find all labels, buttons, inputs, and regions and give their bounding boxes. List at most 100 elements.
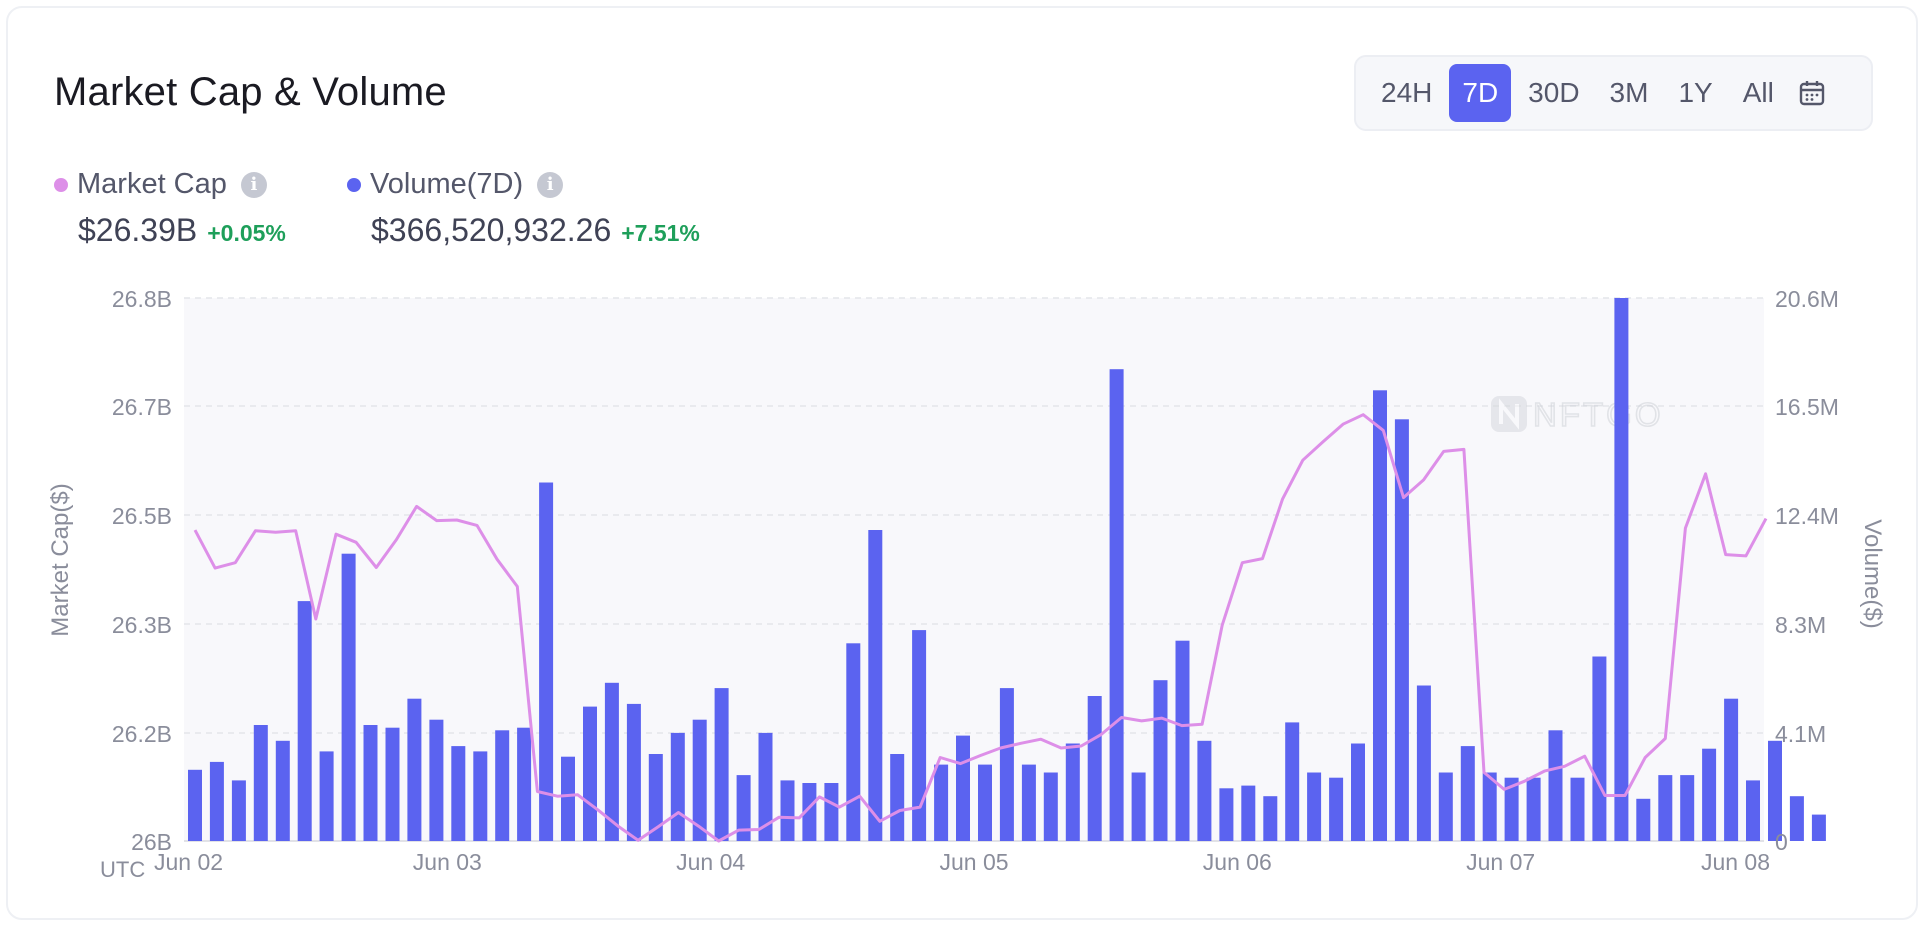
range-1y-button[interactable]: 1Y bbox=[1678, 77, 1713, 108]
range-7d-button[interactable]: 7D bbox=[1449, 64, 1512, 122]
volume-bar[interactable] bbox=[1329, 777, 1344, 841]
info-icon[interactable]: i bbox=[240, 171, 267, 198]
volume-bar[interactable] bbox=[1768, 740, 1782, 841]
volume-bar[interactable] bbox=[385, 727, 400, 841]
volume-bar[interactable] bbox=[1702, 748, 1717, 841]
volume-bar[interactable] bbox=[890, 754, 905, 841]
volume-bar[interactable] bbox=[1263, 796, 1278, 841]
volume-bar[interactable] bbox=[319, 751, 334, 841]
volume-bar[interactable] bbox=[253, 725, 268, 841]
range-all-button[interactable]: All bbox=[1742, 77, 1774, 108]
volume-bar[interactable] bbox=[1592, 656, 1607, 842]
volume-bar[interactable] bbox=[934, 764, 949, 841]
volume-bar[interactable] bbox=[758, 732, 773, 841]
volume-bar[interactable] bbox=[824, 783, 839, 841]
volume-bar[interactable] bbox=[341, 553, 356, 841]
volume-bar[interactable] bbox=[517, 727, 532, 841]
volume-bar[interactable] bbox=[473, 751, 488, 841]
volume-bar[interactable] bbox=[188, 769, 202, 841]
volume-bar[interactable] bbox=[1109, 369, 1124, 841]
volume-bar[interactable] bbox=[1438, 772, 1453, 842]
volume-bar[interactable] bbox=[1811, 814, 1826, 841]
volume-bar[interactable] bbox=[736, 775, 751, 841]
volume-bar[interactable] bbox=[956, 735, 970, 841]
volume-bar[interactable] bbox=[1614, 298, 1629, 841]
volume-bar[interactable] bbox=[1351, 743, 1365, 842]
range-30d-button[interactable]: 30D bbox=[1528, 77, 1580, 108]
volume-bar[interactable] bbox=[1394, 419, 1409, 841]
volume-bar[interactable] bbox=[297, 601, 312, 841]
market-cap-dot bbox=[54, 177, 68, 192]
volume-bar[interactable] bbox=[1789, 796, 1804, 841]
volume-bar[interactable] bbox=[363, 725, 378, 841]
volume-bar[interactable] bbox=[978, 764, 992, 841]
volume-bar[interactable] bbox=[495, 730, 510, 841]
x-tick-label: Jun 06 bbox=[1203, 849, 1272, 875]
volume-bar[interactable] bbox=[802, 783, 817, 841]
volume-bar[interactable] bbox=[1636, 798, 1651, 841]
market-cap-line bbox=[193, 413, 1768, 843]
x-tick-label: Jun 02 bbox=[154, 849, 223, 875]
volume-bar[interactable] bbox=[451, 746, 466, 841]
volume-bar[interactable] bbox=[1548, 730, 1563, 841]
volume-bar[interactable] bbox=[1460, 746, 1475, 841]
volume-bar[interactable] bbox=[1175, 640, 1190, 841]
x-tick-label: Jun 07 bbox=[1466, 849, 1535, 875]
volume-bar[interactable] bbox=[1087, 696, 1102, 841]
volume-bar[interactable] bbox=[1219, 788, 1234, 841]
volume-bar[interactable] bbox=[429, 719, 444, 841]
volume-bar[interactable] bbox=[1680, 775, 1695, 841]
volume-bar[interactable] bbox=[670, 732, 685, 841]
volume-bar[interactable] bbox=[999, 688, 1014, 841]
volume-bar[interactable] bbox=[1241, 785, 1256, 841]
volume-bar[interactable] bbox=[1373, 390, 1387, 841]
volume-bar[interactable] bbox=[648, 754, 663, 841]
volume-bar[interactable] bbox=[912, 630, 927, 841]
volume-bar[interactable] bbox=[604, 682, 619, 841]
volume-bar[interactable] bbox=[1658, 775, 1673, 841]
volume-bar[interactable] bbox=[275, 740, 290, 841]
volume-bar[interactable] bbox=[1570, 777, 1585, 841]
volume-bar[interactable] bbox=[231, 780, 246, 841]
volume-bar[interactable] bbox=[1482, 772, 1497, 842]
volume-bar[interactable] bbox=[626, 703, 641, 841]
range-24h-button[interactable]: 24H bbox=[1381, 77, 1433, 108]
volume-change: +7.51% bbox=[621, 220, 700, 246]
volume-bar[interactable] bbox=[1131, 772, 1146, 842]
y-right-tick-label: 16.5M bbox=[1775, 394, 1839, 420]
volume-bar[interactable] bbox=[539, 482, 554, 842]
legend-volume: Volume(7D) i bbox=[347, 168, 564, 201]
volume-bar[interactable] bbox=[846, 643, 861, 841]
calendar-icon[interactable] bbox=[1797, 78, 1827, 108]
volume-bar[interactable] bbox=[1416, 685, 1431, 842]
volume-bar[interactable] bbox=[1021, 764, 1036, 841]
volume-bar[interactable] bbox=[868, 530, 883, 841]
watermark-text: NFTGO bbox=[1533, 396, 1663, 433]
volume-bar[interactable] bbox=[209, 761, 224, 841]
volume-bar[interactable] bbox=[1153, 680, 1168, 841]
y-left-tick-label: 26.7B bbox=[112, 394, 172, 420]
y-left-tick-label: 26.8B bbox=[112, 286, 172, 312]
y-right-tick-label: 20.6M bbox=[1775, 286, 1839, 312]
volume-bar[interactable] bbox=[1504, 777, 1519, 841]
volume-bar[interactable] bbox=[1197, 740, 1212, 841]
volume-bar[interactable] bbox=[1307, 772, 1322, 842]
volume-bar[interactable] bbox=[1285, 722, 1300, 841]
volume-bar[interactable] bbox=[1065, 743, 1080, 842]
volume-bar[interactable] bbox=[583, 706, 597, 841]
volume-bar[interactable] bbox=[407, 698, 422, 841]
info-icon[interactable]: i bbox=[537, 171, 564, 198]
plot-area bbox=[184, 298, 1764, 841]
volume-bar[interactable] bbox=[1746, 780, 1760, 841]
volume-bar[interactable] bbox=[714, 688, 729, 841]
range-3m-button[interactable]: 3M bbox=[1609, 77, 1649, 108]
volume-bar[interactable] bbox=[1526, 777, 1541, 841]
market-cap-value: $26.39B bbox=[78, 212, 198, 248]
volume-bar[interactable] bbox=[780, 780, 795, 841]
volume-bar[interactable] bbox=[692, 719, 707, 841]
y-right-tick-label: 0 bbox=[1775, 829, 1788, 855]
volume-bar[interactable] bbox=[561, 756, 575, 841]
volume-bar[interactable] bbox=[1724, 698, 1739, 841]
volume-bar[interactable] bbox=[1043, 772, 1058, 842]
market-cap-value-row: $26.39B +0.05% bbox=[78, 212, 286, 249]
